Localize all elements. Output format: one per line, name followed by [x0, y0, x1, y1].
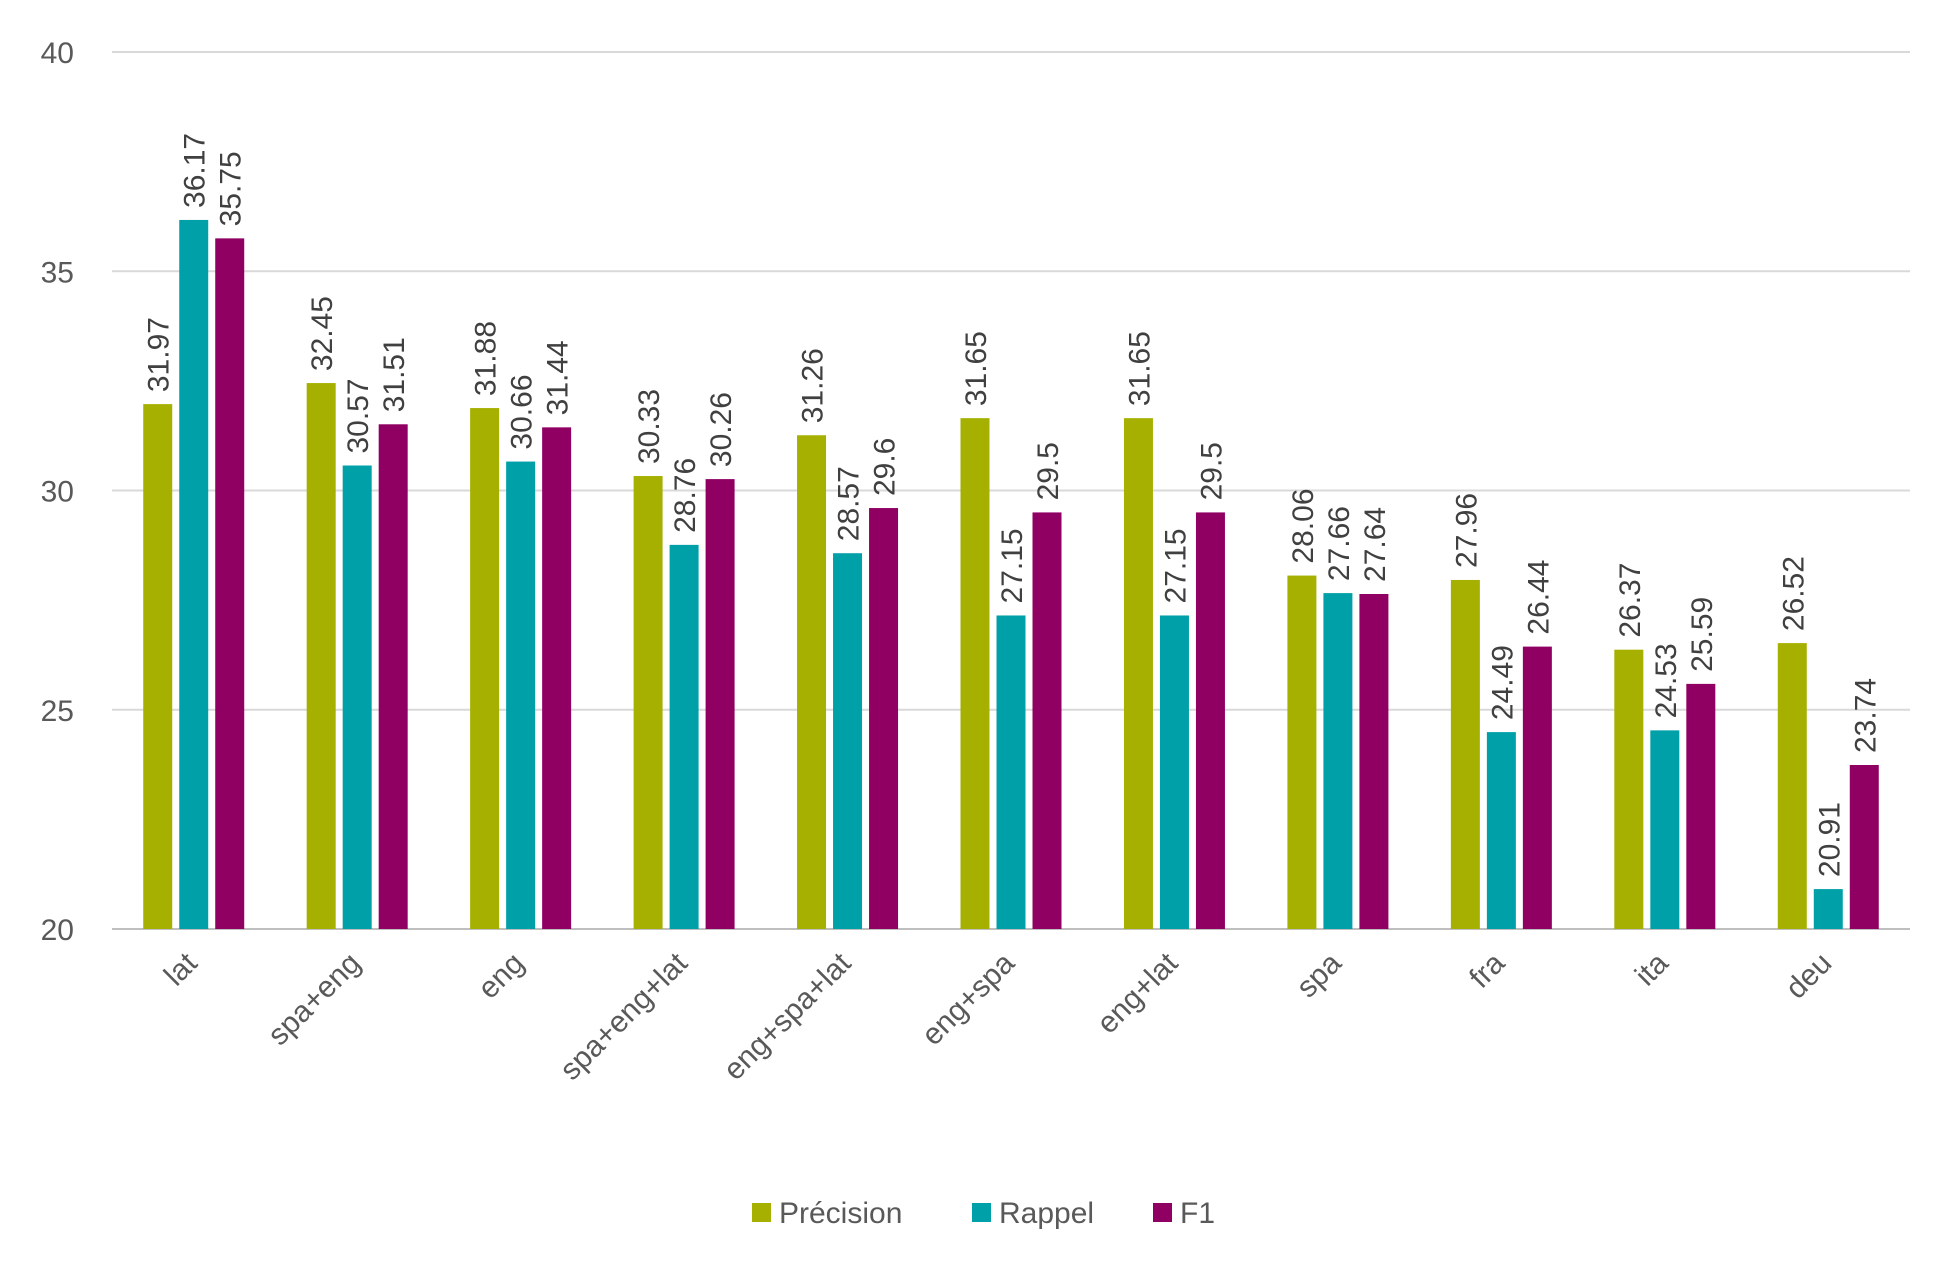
bar-rappel-deu	[1813, 889, 1843, 929]
data-label: 26.37	[1614, 563, 1647, 638]
legend-label: Précision	[779, 1197, 902, 1230]
data-label: 31.44	[542, 340, 575, 415]
bar-pr-cision-spa-eng	[306, 383, 336, 929]
category-label: eng+spa	[916, 946, 1022, 1052]
data-label: 35.75	[215, 151, 248, 226]
y-axis-ticks: 20 25 30 35 40	[41, 37, 74, 947]
data-label: 26.52	[1777, 556, 1810, 631]
category-label: ita	[1629, 946, 1675, 992]
category-label: fra	[1463, 946, 1511, 994]
bar-f1-spa	[1359, 593, 1389, 929]
bar-f1-fra	[1522, 646, 1552, 929]
data-label: 29.6	[869, 438, 902, 496]
bar-f1-lat	[215, 238, 245, 930]
legend-item-pr-cision: Précision	[752, 1197, 902, 1230]
bar-pr-cision-eng-spa	[960, 418, 990, 929]
data-label: 30.66	[506, 374, 539, 449]
bar-rappel-eng-spa-lat	[833, 553, 863, 929]
bar-rappel-fra	[1486, 732, 1516, 929]
data-label: 25.59	[1686, 597, 1719, 672]
data-label: 28.57	[833, 466, 866, 541]
bar-pr-cision-spa-eng-lat	[633, 476, 663, 929]
y-tick-label: 35	[41, 256, 74, 289]
bar-rappel-spa-eng	[342, 465, 372, 929]
bar-pr-cision-spa	[1287, 575, 1317, 929]
bar-f1-eng	[542, 427, 572, 929]
data-label: 27.15	[996, 528, 1029, 603]
data-label: 31.88	[470, 321, 503, 396]
data-label: 27.66	[1323, 506, 1356, 581]
bar-pr-cision-ita	[1614, 649, 1644, 929]
bar-f1-spa-eng-lat	[705, 479, 735, 929]
category-label: lat	[158, 946, 204, 992]
legend: Précision Rappel F1	[752, 1197, 1215, 1230]
bar-f1-spa-eng	[378, 424, 408, 929]
y-tick-label: 25	[41, 695, 74, 728]
data-label: 27.15	[1159, 528, 1192, 603]
bar-f1-deu	[1849, 765, 1879, 929]
legend-item-rappel: Rappel	[972, 1197, 1094, 1230]
data-label: 24.53	[1650, 643, 1683, 718]
data-label: 30.26	[705, 392, 738, 467]
data-label: 31.65	[1123, 331, 1156, 406]
data-label: 27.64	[1359, 507, 1392, 582]
data-label: 29.5	[1032, 442, 1065, 500]
bar-pr-cision-lat	[143, 404, 173, 930]
bar-f1-eng-spa	[1032, 512, 1062, 929]
data-label: 36.17	[179, 133, 212, 208]
category-label: spa	[1290, 946, 1348, 1004]
bar-pr-cision-eng-spa-lat	[797, 435, 827, 929]
bar-rappel-spa-eng-lat	[669, 544, 699, 929]
bar-pr-cision-eng-lat	[1123, 418, 1153, 929]
y-tick-label: 30	[41, 476, 74, 509]
bar-rappel-spa	[1323, 593, 1353, 929]
data-label: 32.45	[306, 296, 339, 371]
category-label: eng+spa+lat	[717, 946, 858, 1087]
bar-f1-eng-lat	[1195, 512, 1225, 929]
category-label: spa+eng+lat	[554, 946, 695, 1087]
bar-rappel-lat	[179, 219, 209, 929]
data-label: 31.26	[797, 348, 830, 423]
data-label: 29.5	[1195, 442, 1228, 500]
category-label: spa+eng	[262, 947, 367, 1052]
data-label: 20.91	[1813, 802, 1846, 877]
legend-label: F1	[1180, 1197, 1215, 1230]
data-label: 28.76	[669, 458, 702, 533]
bar-pr-cision-fra	[1450, 579, 1480, 929]
bar-rappel-ita	[1650, 730, 1680, 929]
y-tick-label: 20	[41, 914, 74, 947]
data-label: 27.96	[1450, 493, 1483, 568]
data-label: 31.51	[378, 337, 411, 412]
x-axis-categories: lat spa+eng eng spa+eng+lat eng+spa+lat eng+s…	[158, 946, 1838, 1087]
data-label: 30.33	[633, 389, 666, 464]
data-label: 31.65	[960, 331, 993, 406]
bar-rappel-eng-lat	[1159, 615, 1189, 929]
y-tick-label: 40	[41, 37, 74, 70]
category-label: eng	[472, 947, 531, 1006]
legend-swatch	[752, 1203, 771, 1222]
bar-pr-cision-eng	[470, 408, 500, 929]
data-label: 26.44	[1522, 560, 1555, 635]
category-label: deu	[1779, 947, 1838, 1006]
bar-rappel-eng-spa	[996, 615, 1026, 929]
legend-swatch	[1153, 1203, 1172, 1222]
data-label: 31.97	[143, 317, 176, 392]
data-label: 28.06	[1287, 488, 1320, 563]
bar-f1-eng-spa-lat	[869, 508, 899, 929]
data-label: 30.57	[342, 378, 375, 453]
legend-item-f1: F1	[1153, 1197, 1215, 1230]
category-label: eng+lat	[1091, 946, 1185, 1040]
bar-rappel-eng	[506, 461, 536, 929]
legend-label: Rappel	[999, 1197, 1094, 1230]
bar-f1-ita	[1686, 683, 1716, 929]
legend-swatch	[972, 1203, 991, 1222]
gridlines	[112, 51, 1910, 930]
bar-pr-cision-deu	[1777, 643, 1807, 929]
data-label: 24.49	[1486, 645, 1519, 720]
bars	[143, 219, 1879, 930]
data-label: 23.74	[1849, 678, 1882, 753]
